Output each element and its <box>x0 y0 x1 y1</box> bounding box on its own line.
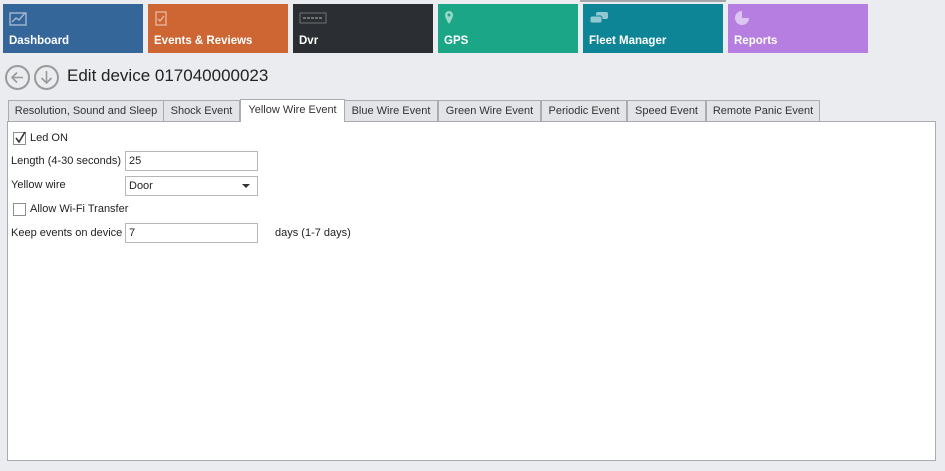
map-pin-icon <box>445 11 453 24</box>
keep-events-label: Keep events on device <box>11 227 123 239</box>
chart-line-icon <box>9 12 27 26</box>
led-on-label: Led ON <box>30 132 68 144</box>
tab-yellow-wire-event[interactable]: Yellow Wire Event <box>240 99 345 122</box>
tab-remote-panic-event[interactable]: Remote Panic Event <box>706 100 820 122</box>
nav-tile-fleet-manager[interactable]: Fleet Manager <box>583 4 723 53</box>
nav-tile-dvr[interactable]: Dvr <box>293 4 433 53</box>
yellow-wire-select[interactable]: Door <box>125 176 258 196</box>
arrow-left-icon <box>10 71 23 84</box>
tab-periodic-event[interactable]: Periodic Event <box>541 100 627 122</box>
allow-wifi-checkbox[interactable] <box>13 203 26 216</box>
chevron-down-icon <box>242 184 250 188</box>
keep-events-suffix: days (1-7 days) <box>275 227 351 239</box>
nav-tile-dashboard[interactable]: Dashboard <box>3 4 143 53</box>
nav-tile-events-reviews[interactable]: Events & Reviews <box>148 4 288 53</box>
clipboard-check-icon <box>155 11 167 26</box>
tab-shock-event[interactable]: Shock Event <box>163 100 240 122</box>
checkmark-icon <box>15 131 26 144</box>
tab-resolution-sound-sleep[interactable]: Resolution, Sound and Sleep <box>8 100 164 122</box>
down-button[interactable] <box>34 65 59 90</box>
tab-content-panel <box>7 121 936 461</box>
keep-events-input[interactable]: 7 <box>125 223 258 243</box>
length-label: Length (4-30 seconds) <box>11 155 122 167</box>
length-input[interactable]: 25 <box>125 151 258 171</box>
back-button[interactable] <box>5 65 30 90</box>
pie-chart-icon <box>735 11 749 25</box>
nav-tile-gps[interactable]: GPS <box>438 4 578 53</box>
yellow-wire-value: Door <box>129 180 153 192</box>
tab-green-wire-event[interactable]: Green Wire Event <box>438 100 541 122</box>
nav-tile-reports[interactable]: Reports <box>728 4 868 53</box>
merge-logo-icon <box>299 12 327 24</box>
selected-module-indicator <box>580 0 726 2</box>
yellow-wire-label: Yellow wire <box>11 179 66 191</box>
arrow-down-icon <box>40 71 53 85</box>
allow-wifi-label: Allow Wi-Fi Transfer <box>30 203 129 215</box>
tab-blue-wire-event[interactable]: Blue Wire Event <box>344 100 438 122</box>
cars-icon <box>589 12 608 24</box>
led-on-checkbox[interactable] <box>13 131 26 145</box>
page-title: Edit device 017040000023 <box>67 66 269 85</box>
tab-speed-event[interactable]: Speed Event <box>627 100 706 122</box>
